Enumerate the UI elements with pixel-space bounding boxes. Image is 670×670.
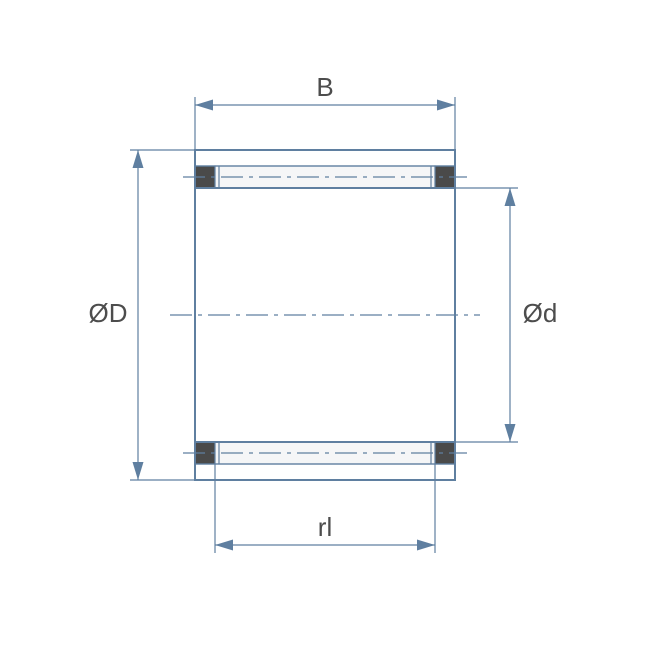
label-B: B [316,72,333,102]
label-d: Ød [523,298,558,328]
label-rl: rl [318,512,332,542]
label-D: ØD [89,298,128,328]
bearing-section-diagram: Brl ØD Ød [0,0,670,670]
